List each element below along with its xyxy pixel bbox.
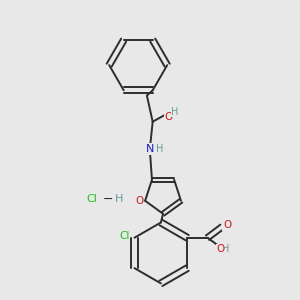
Text: O: O xyxy=(217,244,225,254)
Text: −: − xyxy=(103,193,113,206)
Text: H: H xyxy=(156,144,164,154)
Text: N: N xyxy=(146,144,154,154)
Text: H: H xyxy=(172,106,179,117)
Text: Cl: Cl xyxy=(87,194,98,204)
Text: H: H xyxy=(115,194,123,204)
Text: Cl: Cl xyxy=(119,231,130,241)
Text: O: O xyxy=(135,196,143,206)
Text: H: H xyxy=(222,244,230,254)
Text: O: O xyxy=(223,220,231,230)
Text: O: O xyxy=(164,112,173,122)
